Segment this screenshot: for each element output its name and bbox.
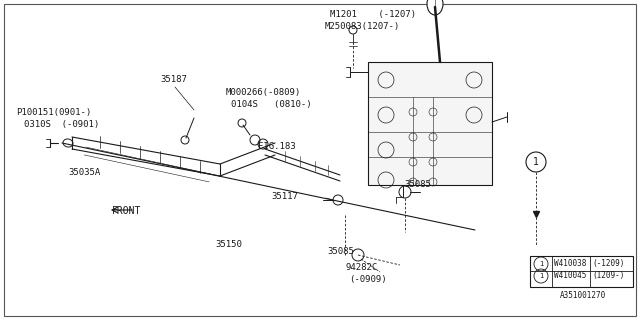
Text: M1201    (-1207): M1201 (-1207)	[330, 10, 416, 19]
Text: P100151(0901-): P100151(0901-)	[16, 108, 92, 117]
Text: A351001270: A351001270	[560, 291, 606, 300]
Text: 35085: 35085	[327, 247, 354, 256]
Text: FIG.183: FIG.183	[258, 142, 296, 151]
Text: 1: 1	[539, 273, 543, 279]
Text: (1209-): (1209-)	[592, 271, 625, 280]
Text: 35085: 35085	[404, 180, 431, 189]
Text: 94282C: 94282C	[345, 263, 377, 272]
Text: FRONT: FRONT	[112, 206, 141, 216]
Ellipse shape	[63, 139, 73, 147]
Text: M250083(1207-): M250083(1207-)	[325, 22, 400, 31]
Text: 0310S  (-0901): 0310S (-0901)	[24, 120, 99, 129]
Text: (-0909): (-0909)	[349, 275, 387, 284]
Ellipse shape	[427, 0, 443, 15]
Text: W410038: W410038	[554, 259, 586, 268]
Bar	[368, 62, 492, 185]
Text: M000266(-0809): M000266(-0809)	[226, 88, 301, 97]
Text: 1: 1	[539, 261, 543, 267]
Text: W410045: W410045	[554, 271, 586, 280]
Text: 1: 1	[533, 157, 539, 167]
Text: 35150: 35150	[215, 240, 242, 249]
Text: 35117: 35117	[271, 192, 298, 201]
Text: (-1209): (-1209)	[592, 259, 625, 268]
Text: 0104S   (0810-): 0104S (0810-)	[231, 100, 312, 109]
Text: 35035A: 35035A	[68, 168, 100, 177]
Bar	[530, 256, 633, 287]
Text: 35187: 35187	[160, 75, 187, 84]
